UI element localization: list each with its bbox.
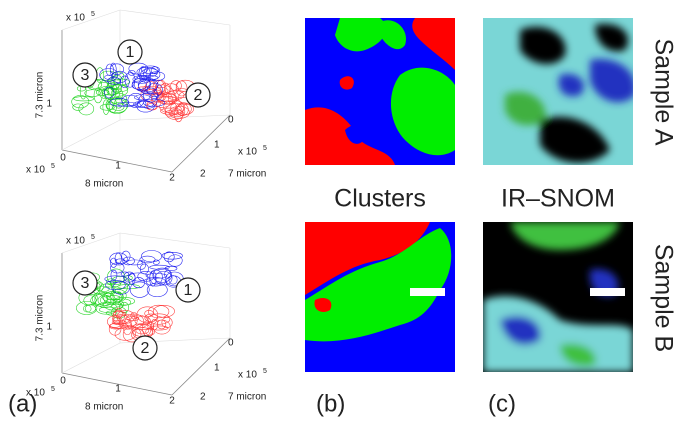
x-tick-label: 2 xyxy=(169,396,175,407)
cluster-marker: 1 xyxy=(184,282,193,299)
cluster-map-a xyxy=(305,18,455,165)
y-axis-label: 7 micron xyxy=(228,392,266,403)
cluster-marker-ring xyxy=(132,335,158,361)
snom-map-b xyxy=(483,222,633,372)
axis-line xyxy=(61,372,173,396)
cluster-marker-ring xyxy=(175,277,201,303)
column-title: Clusters xyxy=(334,185,426,213)
x-tick-label: 1 xyxy=(115,161,121,172)
cluster-marker: 1 xyxy=(126,44,135,61)
axis-line xyxy=(171,114,231,173)
axis-power: 5 xyxy=(91,234,95,241)
y-tick-label: 2 xyxy=(200,392,206,403)
panel-label: (c) xyxy=(488,390,516,417)
axis-power: 5 xyxy=(91,11,95,18)
row-title: Sample A xyxy=(649,38,677,145)
axis-multiplier: x 10 xyxy=(26,388,45,399)
axis-power: 5 xyxy=(263,368,267,375)
axis-power: 5 xyxy=(51,386,55,393)
y-axis-label: 7 micron xyxy=(228,169,266,180)
panel-label: (a) xyxy=(8,390,37,417)
cluster-marker: 3 xyxy=(81,67,90,84)
box-line xyxy=(61,119,121,151)
z-axis-label: 7.3 micron xyxy=(35,72,46,119)
cluster-map-b xyxy=(305,222,455,372)
axis-multiplier: x 10 xyxy=(238,147,257,158)
y-tick-label: 1 xyxy=(214,363,220,374)
cluster-marker: 2 xyxy=(194,87,203,104)
x-axis-label: 8 micron xyxy=(85,179,123,190)
cluster-marker: 2 xyxy=(141,340,150,357)
x-tick-label: 0 xyxy=(60,153,66,164)
z-axis-label: 7.3 micron xyxy=(35,295,46,342)
x-tick-label: 2 xyxy=(169,173,175,184)
box-line xyxy=(61,9,121,31)
panel-label: (b) xyxy=(316,390,345,417)
y-tick-label: 2 xyxy=(200,169,206,180)
y-tick-label: 0 xyxy=(228,338,234,349)
x-tick-label: 1 xyxy=(115,384,121,395)
column-title: IR–SNOM xyxy=(501,185,615,213)
axis-power: 5 xyxy=(51,163,55,170)
scatter-cloud xyxy=(107,304,175,343)
y-tick-label: 1 xyxy=(214,140,220,151)
row-title: Sample B xyxy=(649,244,677,352)
box-line xyxy=(61,232,121,254)
scatter-cloud xyxy=(99,62,166,113)
cluster-marker-ring xyxy=(185,82,211,108)
snom-map-a xyxy=(483,18,633,165)
x-tick-label: 0 xyxy=(60,376,66,387)
axis-multiplier: x 10 xyxy=(26,165,45,176)
box-line xyxy=(61,342,121,374)
cluster-marker-ring xyxy=(72,62,98,88)
axis-line xyxy=(171,337,231,396)
y-tick-label: 0 xyxy=(228,115,234,126)
axis-multiplier: x 10 xyxy=(66,236,85,247)
axis-multiplier: x 10 xyxy=(238,370,257,381)
z-tick-label: 1 xyxy=(46,99,52,110)
axis-line xyxy=(61,149,173,173)
x-axis-label: 8 micron xyxy=(85,402,123,413)
cluster-marker: 3 xyxy=(81,275,90,292)
scatter-cloud xyxy=(104,250,184,298)
axis-multiplier: x 10 xyxy=(66,13,85,24)
axis-power: 5 xyxy=(263,145,267,152)
box-line xyxy=(119,232,231,249)
cluster-marker-ring xyxy=(72,270,98,296)
box-line xyxy=(119,9,231,26)
z-tick-label: 1 xyxy=(46,322,52,333)
cluster-marker-ring xyxy=(117,39,143,65)
